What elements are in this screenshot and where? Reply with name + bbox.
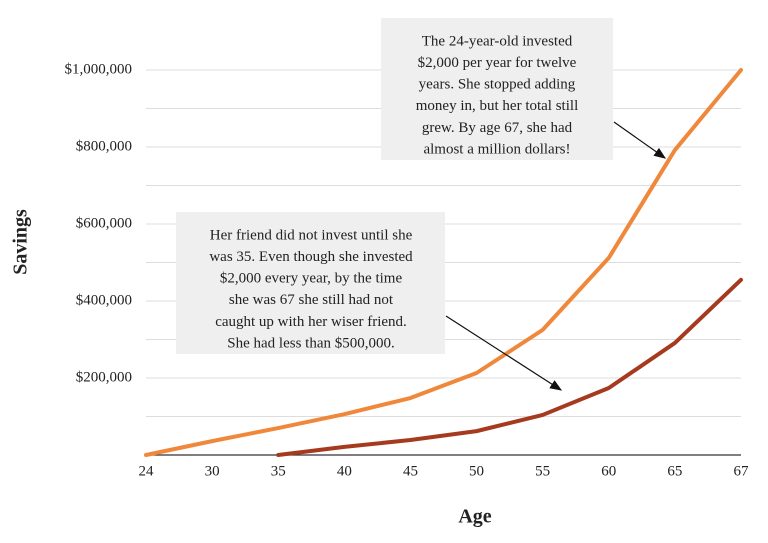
- x-tick-label: 35: [271, 463, 286, 479]
- annotation-box: [381, 18, 613, 160]
- x-tick-label: 60: [601, 463, 616, 479]
- y-tick-label: $400,000: [76, 292, 132, 308]
- y-tick-label: $1,000,000: [65, 61, 133, 77]
- annotation-text: caught up with her wiser friend.: [215, 314, 407, 330]
- annotation-text: money in, but her total still: [416, 98, 578, 114]
- annotation-text: $2,000 every year, by the time: [220, 271, 403, 287]
- x-axis-title: Age: [458, 506, 491, 528]
- annotation-text: years. She stopped adding: [419, 77, 576, 93]
- x-tick-label: 55: [535, 463, 550, 479]
- annotation-text: was 35. Even though she invested: [209, 249, 413, 265]
- x-tick-label: 45: [403, 463, 418, 479]
- x-tick-label: 40: [337, 463, 352, 479]
- annotation-text: grew. By age 67, she had: [422, 120, 573, 136]
- annotation-arrow: [445, 315, 563, 391]
- y-tick-label: $600,000: [76, 215, 132, 231]
- y-axis-title: Savings: [10, 209, 32, 275]
- annotation-text: she was 67 she still had not: [229, 292, 394, 308]
- x-tick-label: 50: [469, 463, 484, 479]
- x-tick-label: 65: [667, 463, 682, 479]
- annotation-text: $2,000 per year for twelve: [418, 55, 577, 71]
- annotation-text: She had less than $500,000.: [227, 335, 394, 351]
- annotation-text: The 24-year-old invested: [422, 33, 573, 49]
- annotation-text: Her friend did not invest until she: [210, 227, 413, 243]
- y-tick-label: $800,000: [76, 138, 132, 154]
- x-tick-label: 30: [205, 463, 220, 479]
- x-tick-label: 24: [139, 463, 155, 479]
- annotation-box: [176, 212, 445, 354]
- series-line: [144, 68, 743, 457]
- x-tick-label: 67: [734, 463, 750, 479]
- annotation-arrow: [613, 121, 666, 159]
- series-line: [276, 277, 743, 457]
- annotation-text: almost a million dollars!: [423, 141, 570, 157]
- y-tick-label: $200,000: [76, 369, 132, 385]
